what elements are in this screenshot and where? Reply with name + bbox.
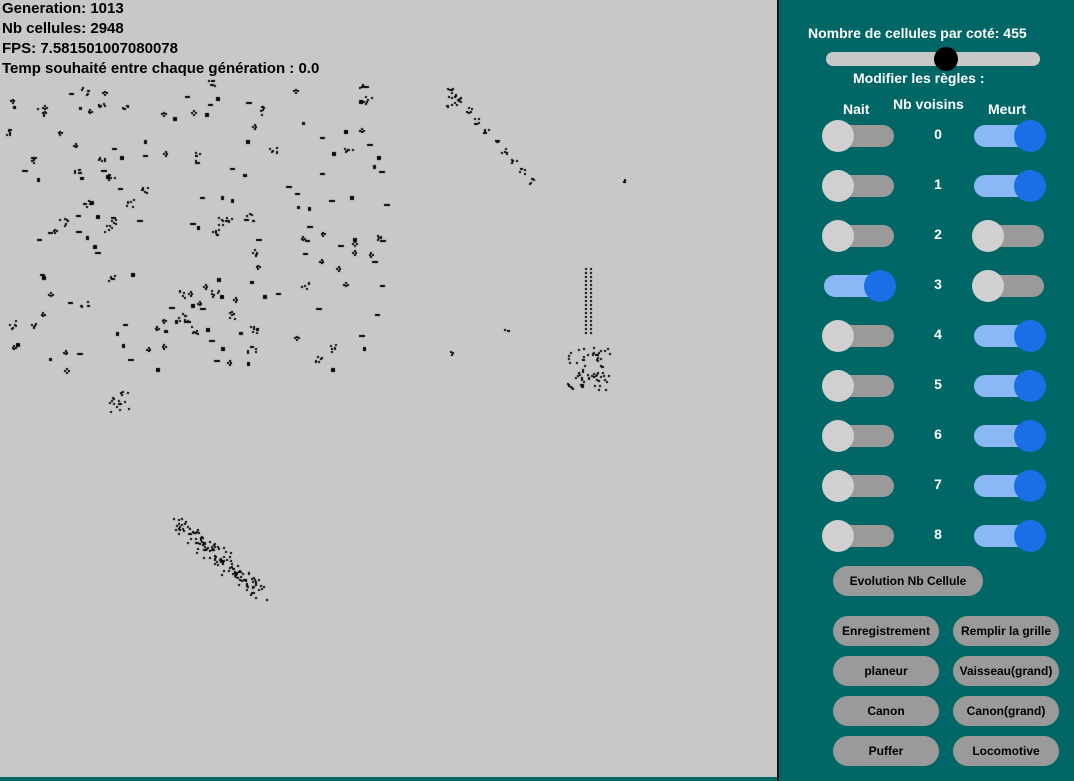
puffer-button[interactable]: Puffer: [833, 736, 939, 766]
evolution-chart-button[interactable]: Evolution Nb Cellule: [833, 566, 983, 596]
death-toggle-0[interactable]: [974, 120, 1046, 152]
control-panel: Nombre de cellules par coté: 455 Modifie…: [777, 0, 1074, 781]
birth-toggle-6[interactable]: [822, 420, 894, 452]
cell-grid[interactable]: Generation: 1013 Nb cellules: 2948 FPS: …: [0, 0, 777, 777]
neighbor-count-8: 8: [934, 526, 942, 542]
birth-toggle-4[interactable]: [822, 320, 894, 352]
cannon-button[interactable]: Canon: [833, 696, 939, 726]
death-toggle-4[interactable]: [974, 320, 1046, 352]
grid-size-label: Nombre de cellules par coté: 455: [808, 25, 1027, 41]
neighbor-count-7: 7: [934, 476, 942, 492]
death-toggle-6[interactable]: [974, 420, 1046, 452]
death-toggle-2[interactable]: [972, 220, 1044, 252]
birth-toggle-1[interactable]: [822, 170, 894, 202]
cells-canvas[interactable]: [0, 0, 777, 777]
neighbor-count-0: 0: [934, 126, 942, 142]
neighbor-count-5: 5: [934, 376, 942, 392]
birth-column-header: Nait: [843, 101, 870, 117]
neighbors-column-header: Nb voisins: [893, 96, 964, 112]
fps-readout: FPS: 7.581501007080078: [2, 40, 178, 57]
generation-counter: Generation: 1013: [2, 0, 124, 17]
death-toggle-5[interactable]: [974, 370, 1046, 402]
bottom-strip: [0, 777, 777, 781]
neighbor-count-1: 1: [934, 176, 942, 192]
birth-toggle-0[interactable]: [822, 120, 894, 152]
locomotive-button[interactable]: Locomotive: [953, 736, 1059, 766]
neighbor-count-3: 3: [934, 276, 942, 292]
death-toggle-1[interactable]: [974, 170, 1046, 202]
cell-count: Nb cellules: 2948: [2, 20, 124, 37]
record-button[interactable]: Enregistrement: [833, 616, 939, 646]
neighbor-count-2: 2: [934, 226, 942, 242]
rules-title: Modifier les règles :: [853, 70, 985, 86]
neighbor-count-6: 6: [934, 426, 942, 442]
big-cannon-button[interactable]: Canon(grand): [953, 696, 1059, 726]
delay-readout: Temp souhaité entre chaque génération : …: [2, 60, 320, 77]
birth-toggle-5[interactable]: [822, 370, 894, 402]
neighbor-count-4: 4: [934, 326, 942, 342]
grid-size-slider-knob[interactable]: [934, 47, 958, 71]
glider-button[interactable]: planeur: [833, 656, 939, 686]
birth-toggle-8[interactable]: [822, 520, 894, 552]
fill-grid-button[interactable]: Remplir la grille: [953, 616, 1059, 646]
birth-toggle-7[interactable]: [822, 470, 894, 502]
death-toggle-8[interactable]: [974, 520, 1046, 552]
birth-toggle-3[interactable]: [824, 270, 896, 302]
grid-size-slider[interactable]: [826, 52, 1040, 66]
death-toggle-3[interactable]: [972, 270, 1044, 302]
death-column-header: Meurt: [988, 101, 1027, 117]
big-ship-button[interactable]: Vaisseau(grand): [953, 656, 1059, 686]
birth-toggle-2[interactable]: [822, 220, 894, 252]
death-toggle-7[interactable]: [974, 470, 1046, 502]
